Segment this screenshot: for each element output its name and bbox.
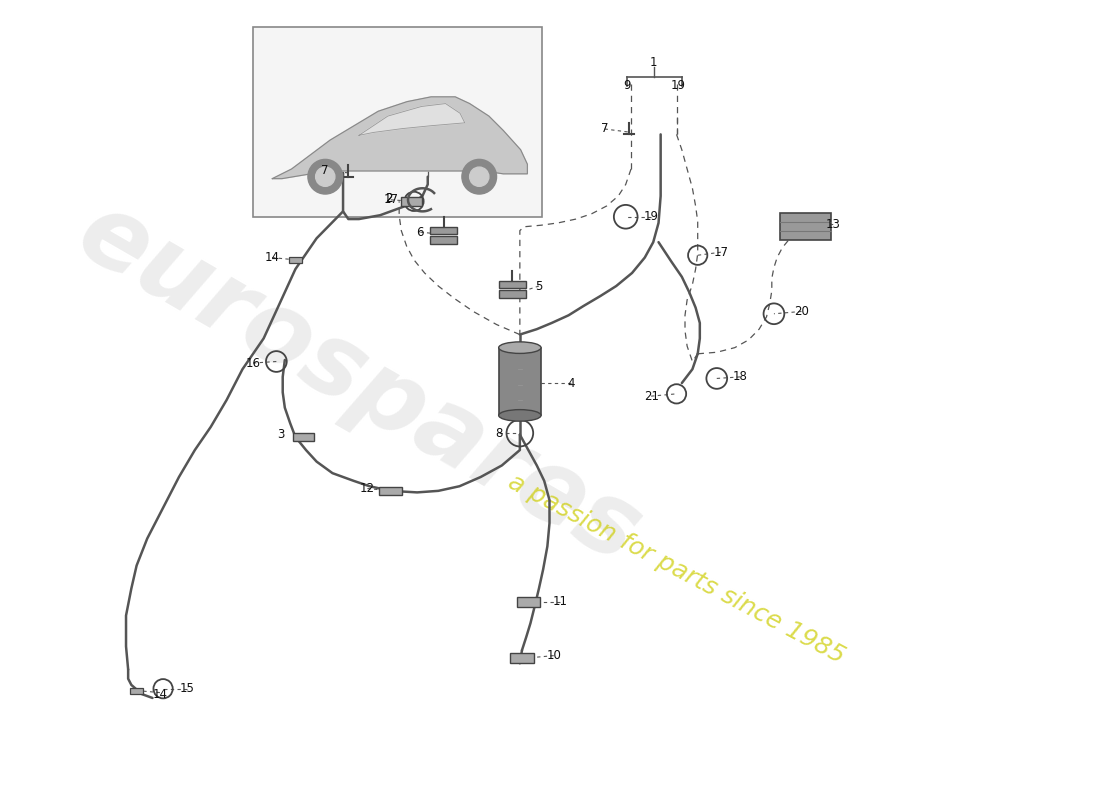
Text: 21: 21 xyxy=(644,390,659,402)
Text: 13: 13 xyxy=(826,218,840,231)
Bar xyxy=(430,236,458,244)
Bar xyxy=(294,433,315,441)
Text: 2: 2 xyxy=(385,192,393,205)
Text: 4: 4 xyxy=(566,377,574,390)
Text: 19: 19 xyxy=(644,210,659,223)
Text: 10: 10 xyxy=(547,649,561,662)
Circle shape xyxy=(308,159,342,194)
Text: 2: 2 xyxy=(385,192,393,205)
Text: 16: 16 xyxy=(245,357,261,370)
Text: 5: 5 xyxy=(536,279,542,293)
Ellipse shape xyxy=(498,342,541,354)
Text: 15: 15 xyxy=(180,682,195,695)
Ellipse shape xyxy=(498,410,541,421)
Polygon shape xyxy=(359,103,465,135)
Circle shape xyxy=(462,159,496,194)
Bar xyxy=(499,290,526,298)
Bar xyxy=(402,197,422,206)
Text: 11: 11 xyxy=(552,595,568,608)
Bar xyxy=(498,348,541,415)
Text: 6: 6 xyxy=(417,226,425,238)
Text: 12: 12 xyxy=(360,482,375,495)
Text: 17: 17 xyxy=(383,194,398,206)
Bar xyxy=(430,226,458,234)
Bar xyxy=(499,281,526,288)
Bar xyxy=(517,597,540,606)
Text: 7: 7 xyxy=(321,164,329,177)
Bar xyxy=(510,653,534,662)
Text: 8: 8 xyxy=(495,426,503,440)
Text: a passion for parts since 1985: a passion for parts since 1985 xyxy=(504,470,849,669)
Text: 17: 17 xyxy=(714,246,728,258)
Text: 14: 14 xyxy=(153,688,167,701)
Text: 19: 19 xyxy=(671,79,686,92)
Bar xyxy=(379,486,403,495)
Circle shape xyxy=(316,167,334,186)
Text: 20: 20 xyxy=(794,305,808,318)
Text: 9: 9 xyxy=(623,79,630,92)
Circle shape xyxy=(470,167,488,186)
Text: eurospares: eurospares xyxy=(60,185,657,585)
Bar xyxy=(780,214,832,240)
Polygon shape xyxy=(273,97,527,178)
Bar xyxy=(130,688,143,694)
Text: 14: 14 xyxy=(265,251,279,264)
Bar xyxy=(289,257,301,263)
Bar xyxy=(253,26,542,217)
Text: 7: 7 xyxy=(601,122,608,135)
Text: 18: 18 xyxy=(733,370,748,383)
Text: 3: 3 xyxy=(277,428,284,441)
Text: 1: 1 xyxy=(649,56,657,70)
